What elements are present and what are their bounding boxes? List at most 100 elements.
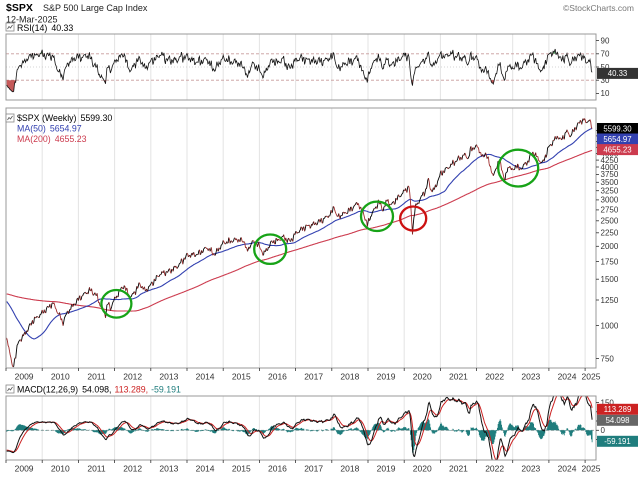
svg-text:5654.97: 5654.97	[603, 135, 631, 144]
macd-legend-macd-value: 54.098,	[82, 385, 111, 395]
macd-hist-last-label: -59.191	[597, 435, 638, 447]
y-tick-label: 90	[601, 36, 610, 45]
y-tick-label: 50	[601, 63, 610, 72]
macd-panel	[5, 395, 597, 461]
year-label: 2010	[51, 372, 70, 382]
y-tick-label: 2500	[601, 217, 619, 226]
year-label: 2010	[51, 464, 70, 474]
year-label: 2011	[87, 372, 106, 382]
year-label: 2016	[268, 372, 287, 382]
year-label: 2009	[15, 372, 34, 382]
rsi-line	[6, 48, 593, 93]
svg-text:40.33: 40.33	[608, 69, 628, 78]
chart-header: $SPX S&P 500 Large Cap Index 12-Mar-2025…	[6, 2, 634, 25]
year-label: 2025	[582, 372, 601, 382]
price-legend-label: $SPX (Weekly)	[17, 113, 77, 123]
ma50-legend-label: MA(50)	[17, 124, 46, 134]
year-label: 2017	[304, 372, 323, 382]
svg-text:5599.30: 5599.30	[603, 124, 632, 133]
chart-type-icon	[5, 113, 15, 123]
year-label: 2014	[196, 372, 215, 382]
symbol-label: $SPX	[6, 2, 33, 14]
rsi-legend-value: 40.33	[51, 23, 73, 33]
year-label: 2025	[582, 464, 601, 474]
ma50-legend-value: 5654.97	[50, 124, 82, 134]
price-panel	[5, 107, 597, 369]
macd-legend-hist-value: -59.191	[151, 385, 181, 395]
year-label: 2024	[558, 464, 577, 474]
y-tick-label: 4250	[601, 156, 619, 165]
ma200-legend: MA(200) 4655.23	[17, 134, 87, 144]
year-label: 2014	[196, 464, 215, 474]
macd-series-layer	[6, 396, 596, 460]
green-annotation-circle	[100, 288, 133, 319]
year-label: 2013	[159, 372, 178, 382]
y-tick-label: 1500	[601, 275, 619, 284]
price-line-up	[12, 118, 591, 368]
y-tick-label: 150	[601, 398, 615, 407]
year-label: 2013	[159, 464, 178, 474]
ma200-line	[6, 149, 593, 312]
svg-text:113.289: 113.289	[604, 405, 632, 414]
year-label: 2017	[304, 464, 323, 474]
price-legend-value: 5599.30	[80, 113, 112, 123]
rsi-last-label: 40.33	[597, 67, 638, 79]
year-label: 2019	[377, 464, 396, 474]
y-tick-label: 10	[601, 89, 610, 98]
macd-line	[6, 396, 593, 460]
rsi-overbought-fill	[40, 49, 556, 54]
y-tick-label: 3250	[601, 187, 619, 196]
year-label: 2015	[232, 464, 251, 474]
year-label: 2012	[123, 372, 142, 382]
red-annotation-circle	[399, 205, 428, 232]
year-label: 2021	[449, 372, 468, 382]
axes: 2009 2009 2010 2010 2011 2011 2012 2012 2013 2013…	[5, 36, 619, 474]
y-tick-label: 1000	[601, 321, 619, 330]
stockcharts-credit: ©StockCharts.com	[563, 3, 634, 13]
ma50-last-label: 5654.97	[597, 133, 638, 145]
y-tick-label: 1250	[601, 296, 619, 305]
y-tick-label: 3750	[601, 170, 619, 179]
ma50-legend: MA(50) 5654.97	[17, 124, 82, 134]
index-title: S&P 500 Large Cap Index	[43, 3, 148, 13]
year-label: 2020	[413, 372, 432, 382]
y-tick-label: 2000	[601, 242, 619, 251]
ma200-legend-label: MA(200)	[17, 134, 51, 144]
year-label: 2015	[232, 372, 251, 382]
y-tick-label: 2750	[601, 206, 619, 215]
year-label: 2011	[87, 464, 106, 474]
svg-text:54.098: 54.098	[606, 416, 630, 425]
year-label: 2016	[268, 464, 287, 474]
macd-legend-signal-value: 113.289,	[114, 385, 148, 395]
svg-text:4655.23: 4655.23	[603, 145, 631, 154]
chart-date: 12-Mar-2025	[6, 15, 58, 25]
panel-borders	[5, 33, 597, 461]
legends: RSI(14) 40.33 $SPX (Weekly) 5599.30 MA(50)…	[5, 22, 181, 395]
price-last-label: 5599.30	[597, 123, 638, 134]
green-annotation-circle	[253, 233, 288, 266]
ma200-last-label: 4655.23	[597, 144, 638, 156]
year-label: 2018	[340, 372, 359, 382]
y-tick-label: 750	[601, 354, 615, 363]
year-label: 2009	[15, 464, 34, 474]
year-label: 2023	[521, 464, 540, 474]
green-annotation-circle	[359, 200, 395, 233]
year-label: 2019	[377, 372, 396, 382]
year-label: 2022	[485, 372, 504, 382]
macd-last-label: 54.098	[597, 414, 638, 426]
y-tick-label: 30	[601, 76, 610, 85]
y-tick-label: 3500	[601, 178, 619, 187]
macd-signal-last-label: 113.289	[597, 403, 638, 415]
year-label: 2018	[340, 464, 359, 474]
macd-legend-label: MACD(12,26,9)	[17, 385, 78, 395]
y-tick-label: 1750	[601, 257, 619, 266]
year-label: 2023	[521, 372, 540, 382]
rsi-legend: RSI(14) 40.33	[17, 23, 73, 33]
macd-signal-line	[6, 396, 593, 460]
macd-legend: MACD(12,26,9) 54.098, 113.289, -59.191	[17, 385, 181, 395]
chart-type-icon	[5, 22, 15, 32]
rsi-legend-label: RSI(14)	[17, 23, 47, 33]
green-annotation-circle	[497, 148, 540, 188]
y-tick-label: 70	[601, 50, 610, 59]
